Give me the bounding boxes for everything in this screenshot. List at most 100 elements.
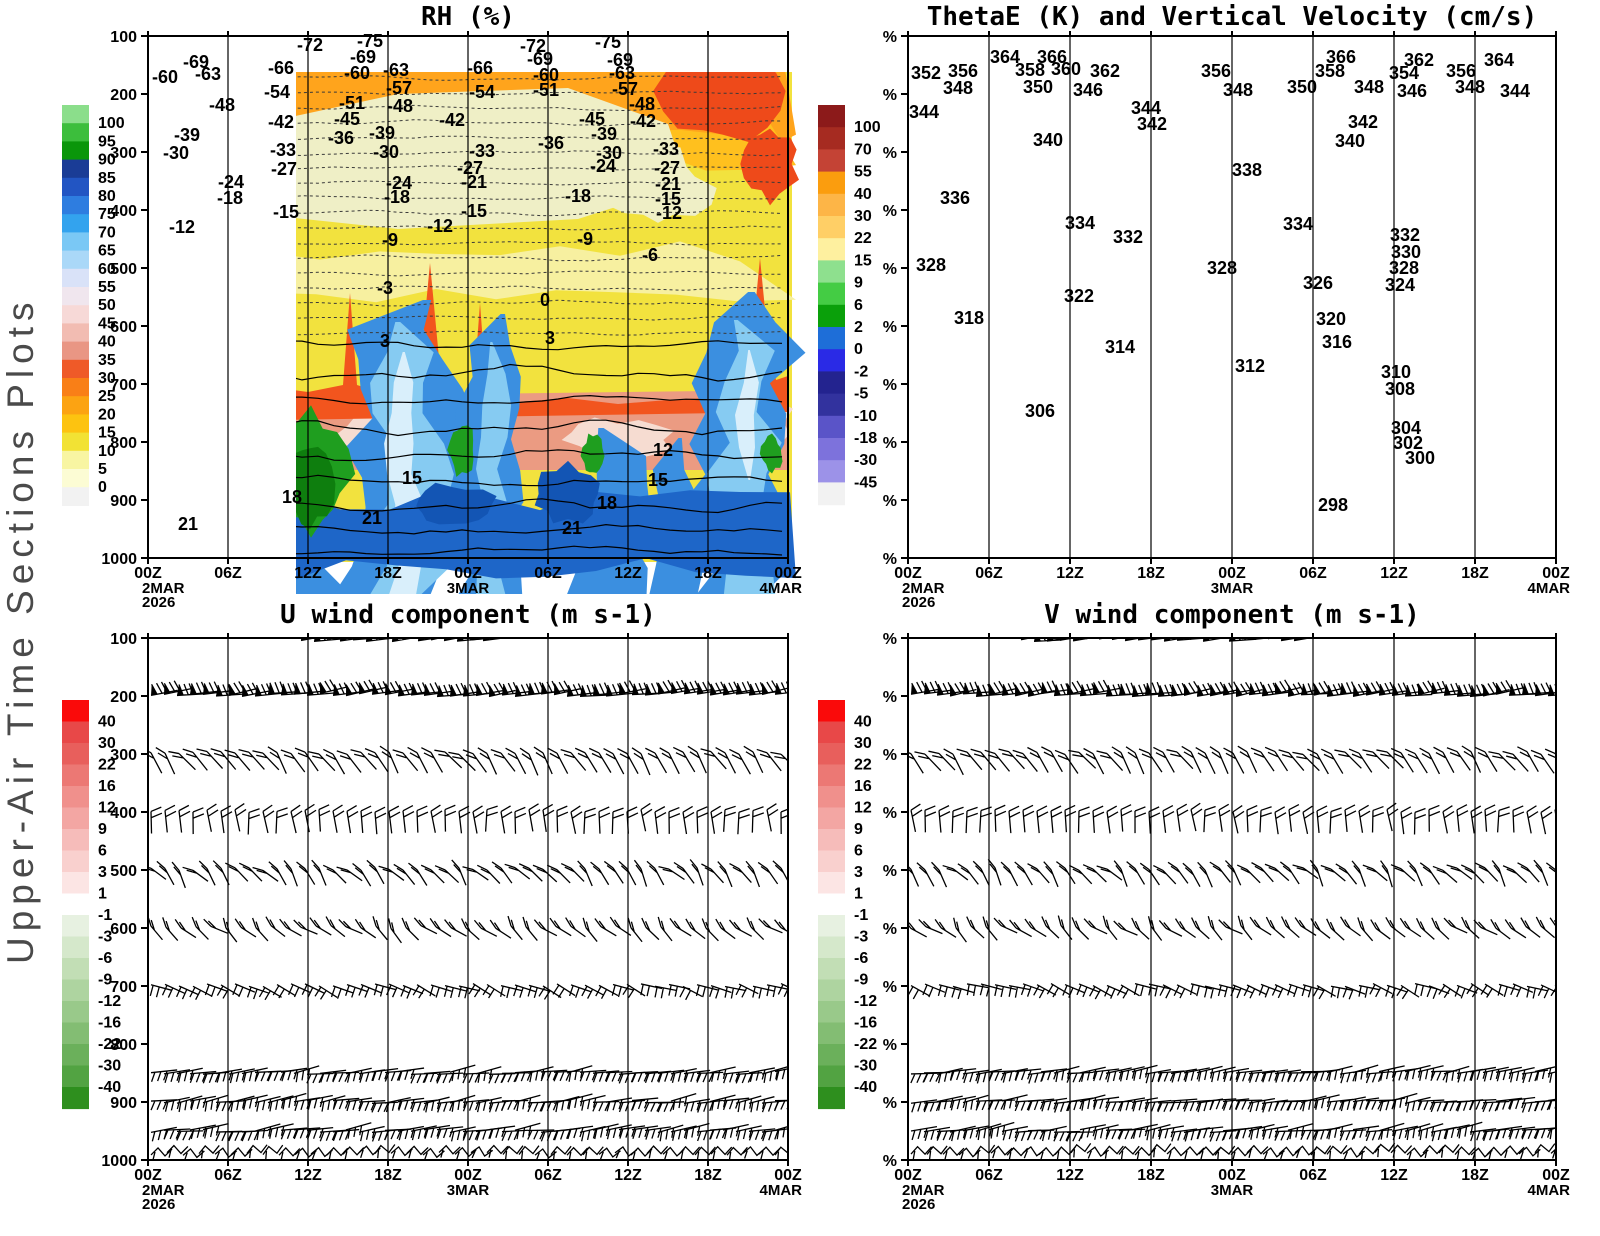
y-tick-label: % [883, 145, 897, 162]
contour-label: -69 [183, 52, 209, 72]
wind-barb [514, 1094, 541, 1112]
wind-barb [1089, 985, 1113, 1000]
colorbar-segment [62, 721, 89, 744]
wind-barb [532, 864, 558, 883]
wind-barb [1215, 638, 1243, 640]
wind-barb [238, 862, 263, 882]
wind-barb [1376, 749, 1404, 769]
wind-barb [182, 866, 209, 882]
wind-barb [198, 860, 216, 886]
x-tick-label: 00Z [1542, 565, 1570, 582]
wind-barb [761, 680, 788, 696]
wind-barb [514, 806, 527, 834]
colorbar-segment [62, 893, 89, 916]
colorbar-label: -12 [854, 993, 877, 1010]
x-tick-label: 18Z [694, 565, 722, 582]
colorbar-segment [62, 850, 89, 873]
colorbar-label: -30 [98, 1058, 121, 1075]
wind-barb [423, 682, 452, 697]
wind-barb [577, 860, 593, 887]
wind-barb [1351, 860, 1366, 887]
wind-barb [1400, 806, 1413, 835]
contour-label: 334 [1283, 214, 1313, 234]
colorbar-segment [818, 1087, 845, 1110]
wind-barb [1131, 1097, 1159, 1112]
wind-barb [533, 746, 553, 775]
colorbar-segment [818, 893, 845, 916]
wind-barb [1144, 1099, 1172, 1113]
y-tick-label: 900 [110, 493, 137, 510]
wind-barb [605, 683, 634, 697]
contour-label: 356 [1446, 61, 1476, 81]
colorbar-label: 40 [854, 714, 872, 731]
wind-barb [1036, 805, 1049, 834]
wind-barb [914, 751, 942, 772]
wind-barb [1043, 861, 1059, 888]
colorbar-segment [62, 1065, 89, 1088]
wind-barb [1344, 804, 1357, 833]
wind-barb [1550, 984, 1556, 1000]
wind-barb [737, 808, 750, 835]
wind-barb [683, 1098, 711, 1113]
wind-barb [1086, 1146, 1110, 1159]
wind-barb [1053, 1065, 1080, 1083]
wind-barb [150, 1099, 178, 1111]
wind-barb [1352, 1064, 1379, 1082]
colorbar-segment [62, 829, 89, 852]
wind-barb [1079, 683, 1108, 697]
wind-barb [1385, 984, 1408, 999]
wind-barb [1118, 1097, 1146, 1112]
wind-barb [501, 1129, 529, 1141]
wind-barb [1404, 748, 1428, 774]
colorbar-segment [62, 323, 89, 343]
wind-barb [1001, 1068, 1028, 1083]
wind-barb [1534, 1126, 1556, 1140]
wind-barb [910, 1072, 938, 1084]
colorbar-label: 50 [98, 297, 116, 314]
rh-shaded-field [296, 72, 806, 594]
wind-barb [423, 1124, 451, 1139]
wind-barb [1228, 638, 1257, 642]
wind-barb [1196, 1126, 1224, 1140]
wind-barb [723, 805, 736, 832]
wind-barb [726, 1146, 748, 1160]
colorbar-segment [62, 807, 89, 830]
wind-barb [384, 1097, 411, 1113]
wind-barb [332, 1071, 360, 1083]
x-tick-label: 00Z [894, 565, 922, 582]
wind-barb [406, 1145, 429, 1159]
wind-barb [1014, 681, 1042, 697]
wind-barb [149, 984, 172, 998]
wind-barb [216, 984, 240, 999]
y-tick-label: % [883, 863, 897, 880]
wind-barb [176, 1130, 204, 1141]
wind-barb [212, 860, 230, 886]
y-tick-label: % [883, 29, 897, 46]
contour-label: -45 [579, 109, 605, 129]
colorbar-segment [62, 196, 89, 215]
wind-barb [654, 985, 677, 999]
wind-barb [1102, 915, 1118, 941]
wind-barb [518, 1145, 540, 1160]
wind-barb [641, 917, 660, 941]
contour-label: 3 [545, 328, 555, 348]
wind-barb [1454, 1146, 1477, 1160]
uwind-wind-barbs [148, 638, 788, 1160]
y-tick-label: 500 [110, 863, 137, 880]
wind-barb [527, 1129, 555, 1140]
wind-barb [552, 983, 576, 998]
wind-barb [746, 917, 765, 941]
wind-barb [934, 918, 957, 938]
wind-barb [710, 805, 723, 834]
wind-barb [1134, 806, 1147, 834]
x-tick-label: 18Z [1461, 1167, 1489, 1184]
contour-label: 340 [1033, 130, 1063, 150]
contour-label: 328 [1207, 258, 1237, 278]
contour-label: -51 [339, 93, 365, 113]
colorbar-segment [818, 829, 845, 852]
wind-barb [1371, 805, 1385, 833]
wind-barb [189, 1124, 216, 1140]
wind-barb [163, 680, 191, 696]
contour-label: 320 [1316, 309, 1346, 329]
